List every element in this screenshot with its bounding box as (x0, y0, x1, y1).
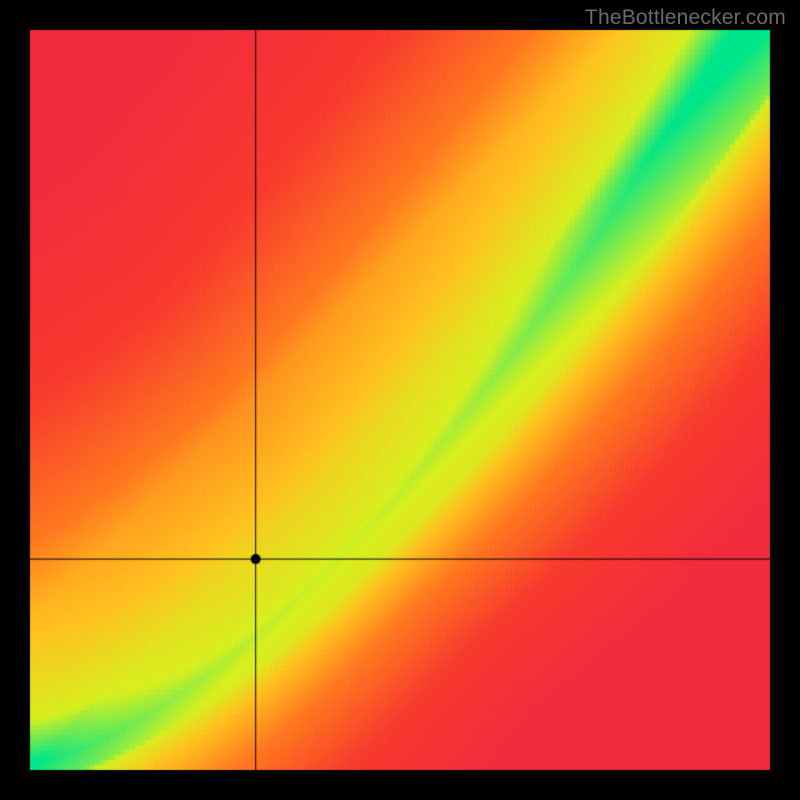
heatmap-canvas (0, 0, 800, 800)
watermark-label: TheBottlenecker.com (585, 6, 786, 30)
chart-container: TheBottlenecker.com (0, 0, 800, 800)
